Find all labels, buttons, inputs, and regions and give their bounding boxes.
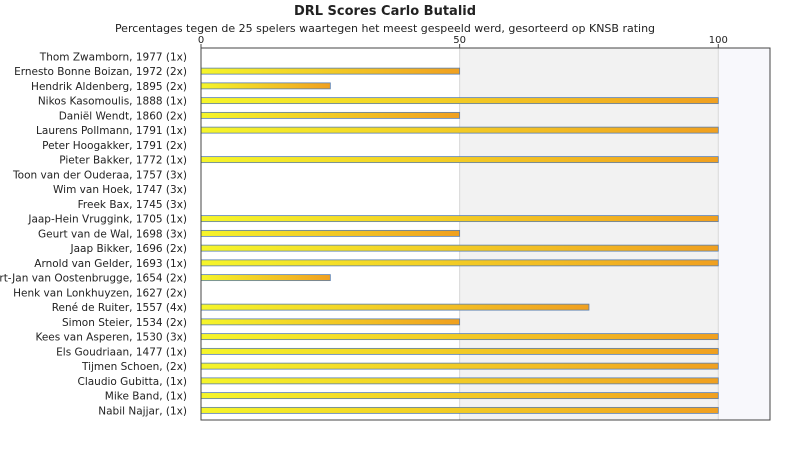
category-label: Peter Hoogakker, 1791 (2x) xyxy=(42,140,187,152)
category-label: Mike Band, (1x) xyxy=(105,391,187,403)
category-label: Nabil Najjar, (1x) xyxy=(98,405,187,417)
bar xyxy=(200,126,719,134)
category-label: Thom Zwamborn, 1977 (1x) xyxy=(39,51,187,63)
bar xyxy=(200,406,719,414)
bar xyxy=(200,333,719,341)
bar xyxy=(200,362,719,370)
bar xyxy=(200,303,590,311)
category-label: Simon Steier, 1534 (2x) xyxy=(62,317,187,329)
chart-subtitle: Percentages tegen de 25 spelers waartege… xyxy=(114,22,656,35)
bar xyxy=(200,156,719,164)
plot-band xyxy=(459,48,719,420)
category-label: Laurens Pollmann, 1791 (1x) xyxy=(36,125,187,137)
bar xyxy=(200,67,461,75)
bar xyxy=(200,392,719,400)
bar xyxy=(200,347,719,355)
plot-frame xyxy=(200,47,771,421)
category-label: Toon van der Ouderaa, 1757 (3x) xyxy=(12,169,187,181)
bar xyxy=(200,215,719,223)
category-label: Hendrik Aldenberg, 1895 (2x) xyxy=(31,81,187,93)
x-tick-label: 100 xyxy=(709,35,728,46)
bar xyxy=(200,82,331,90)
chart-title: DRL Scores Carlo Butalid xyxy=(293,4,477,19)
x-tick-label: 0 xyxy=(198,35,204,46)
bar xyxy=(200,97,719,105)
category-label: Kees van Asperen, 1530 (3x) xyxy=(35,332,187,344)
bar xyxy=(200,318,461,326)
category-label: Els Goudriaan, 1477 (1x) xyxy=(56,346,187,358)
bar xyxy=(200,259,719,267)
bar xyxy=(200,274,331,282)
category-label: Freek Bax, 1745 (3x) xyxy=(78,199,187,211)
category-label: René de Ruiter, 1557 (4x) xyxy=(52,302,187,314)
category-label: Henk van Lonkhuyzen, 1627 (2x) xyxy=(13,287,187,299)
bar xyxy=(200,229,461,237)
plot-band xyxy=(718,48,770,420)
category-label: Daniël Wendt, 1860 (2x) xyxy=(59,110,187,122)
category-label: Geurt van de Wal, 1698 (3x) xyxy=(38,228,187,240)
category-label: Claudio Gubitta, (1x) xyxy=(78,376,188,388)
category-label: Pieter Bakker, 1772 (1x) xyxy=(59,155,187,167)
category-label: Jaap-Hein Vruggink, 1705 (1x) xyxy=(27,214,187,226)
category-label: Wim van Hoek, 1747 (3x) xyxy=(53,184,187,196)
category-label: Gert-Jan van Oostenbrugge, 1654 (2x) xyxy=(0,273,187,285)
x-tick-label: 50 xyxy=(453,35,466,46)
bar xyxy=(200,377,719,385)
category-label: Jaap Bikker, 1696 (2x) xyxy=(70,243,187,255)
category-label: Ernesto Bonne Boizan, 1972 (2x) xyxy=(14,66,187,78)
bar xyxy=(200,111,461,119)
category-label: Tijmen Schoen, (2x) xyxy=(81,361,187,373)
bar xyxy=(200,244,719,252)
category-label: Nikos Kasomoulis, 1888 (1x) xyxy=(38,96,187,108)
category-label: Arnold van Gelder, 1693 (1x) xyxy=(34,258,187,270)
